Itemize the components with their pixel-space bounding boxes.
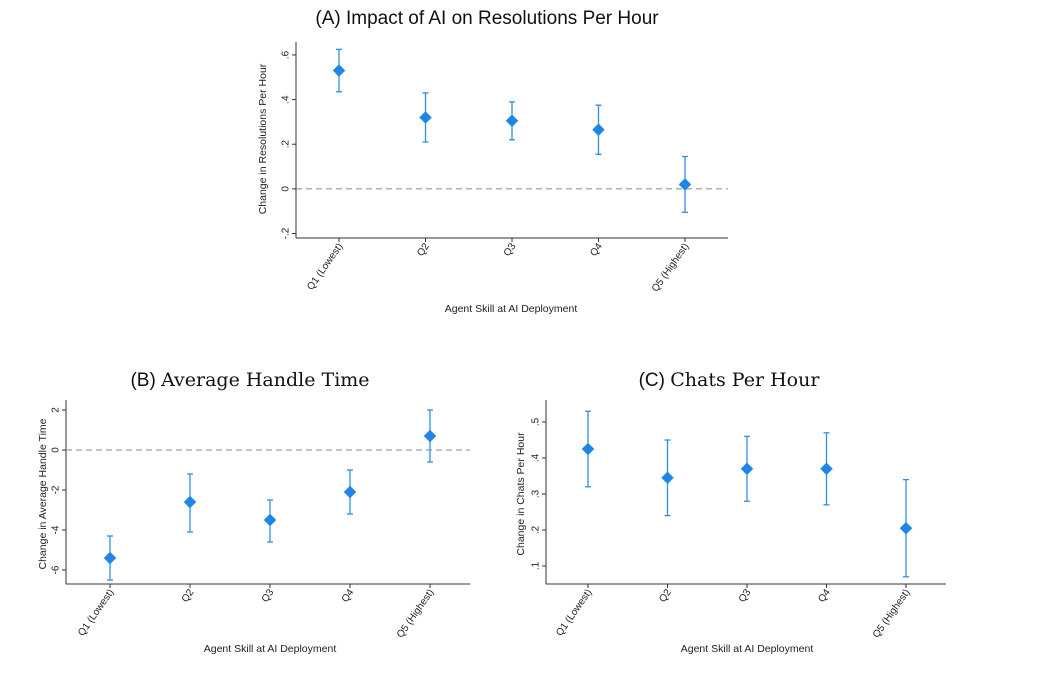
y-axis-title: Change in Chats Per Hour bbox=[515, 432, 527, 556]
data-point-marker bbox=[423, 429, 437, 443]
data-point-marker bbox=[581, 442, 595, 456]
x-tick-label: Q2 bbox=[180, 587, 197, 605]
x-tick-label: Q5 (Highest) bbox=[395, 587, 437, 640]
data-point-marker bbox=[740, 462, 754, 476]
x-tick-label: Q1 (Lowest) bbox=[76, 587, 116, 638]
panel-c-chats-per-hour: (C) Chats Per Hour .1 .2 .3 .4 .5 Q1 (Lowest) Q… bbox=[515, 369, 946, 655]
panel-title: (C) Chats Per Hour bbox=[639, 369, 821, 391]
y-tick-label: .4 bbox=[281, 95, 292, 104]
x-axis-title: Agent Skill at AI Deployment bbox=[681, 643, 814, 655]
data-point-marker bbox=[183, 495, 197, 509]
y-tick-label: .1 bbox=[531, 561, 542, 570]
x-tick-label: Q2 bbox=[657, 587, 674, 605]
y-tick-label: .3 bbox=[531, 489, 542, 498]
panel-title-prefix: (C) bbox=[639, 370, 671, 391]
y-axis-title: Change in Average Handle Time bbox=[37, 418, 49, 569]
x-axis-title: Agent Skill at AI Deployment bbox=[204, 643, 337, 655]
data-point-marker bbox=[820, 462, 833, 476]
data-point-marker bbox=[661, 471, 674, 485]
y-tick-label: 2 bbox=[51, 407, 62, 413]
x-tick-label: Q4 bbox=[588, 241, 605, 259]
y-tick-label: .4 bbox=[531, 453, 542, 462]
data-point-marker bbox=[899, 521, 913, 535]
x-tick-label: Q3 bbox=[260, 587, 277, 605]
x-tick-label: Q5 (Highest) bbox=[871, 587, 913, 640]
y-tick-label: -6 bbox=[51, 565, 62, 574]
x-tick-label: Q1 (Lowest) bbox=[305, 241, 345, 292]
x-tick-label: Q4 bbox=[816, 587, 833, 605]
y-axis-title: Change in Resolutions Per Hour bbox=[257, 63, 269, 214]
x-tick-label: Q1 (Lowest) bbox=[554, 587, 594, 638]
y-tick-label: -.2 bbox=[281, 227, 292, 239]
x-tick-label: Q3 bbox=[737, 587, 754, 605]
x-axis-title: Agent Skill at AI Deployment bbox=[445, 303, 578, 315]
panel-a-resolutions-per-hour: (A) Impact of AI on Resolutions Per Hour… bbox=[257, 8, 728, 315]
y-tick-label: .2 bbox=[281, 140, 292, 149]
panel-title-text: Chats Per Hour bbox=[670, 369, 820, 391]
data-point-marker bbox=[592, 123, 605, 137]
y-tick-label: .5 bbox=[531, 417, 542, 426]
data-point-marker bbox=[505, 114, 519, 128]
data-point-marker bbox=[678, 178, 692, 191]
data-point-marker bbox=[263, 513, 277, 527]
panel-title: (A) Impact of AI on Resolutions Per Hour bbox=[315, 8, 659, 29]
panel-title: (B) Average Handle Time bbox=[130, 369, 369, 391]
y-tick-label: .6 bbox=[281, 50, 292, 59]
y-tick-label: .2 bbox=[531, 525, 542, 534]
x-tick-label: Q3 bbox=[502, 241, 519, 259]
y-tick-label: 0 bbox=[51, 447, 62, 453]
x-tick-label: Q4 bbox=[340, 587, 357, 605]
data-point-marker bbox=[103, 551, 117, 565]
panel-title-prefix: (B) bbox=[130, 370, 161, 391]
y-tick-label: 0 bbox=[281, 186, 292, 192]
x-tick-label: Q2 bbox=[415, 241, 432, 259]
x-tick-label: Q5 (Highest) bbox=[650, 241, 692, 294]
data-point-marker bbox=[332, 64, 346, 77]
y-tick-label: -4 bbox=[51, 525, 62, 534]
y-tick-label: -2 bbox=[51, 485, 62, 494]
data-point-marker bbox=[343, 485, 357, 499]
panel-b-average-handle-time: (B) Average Handle Time -6 -4 -2 0 2 Q1 (Lowes… bbox=[37, 369, 470, 655]
data-point-marker bbox=[419, 111, 432, 124]
panel-title-text: Average Handle Time bbox=[160, 369, 369, 391]
